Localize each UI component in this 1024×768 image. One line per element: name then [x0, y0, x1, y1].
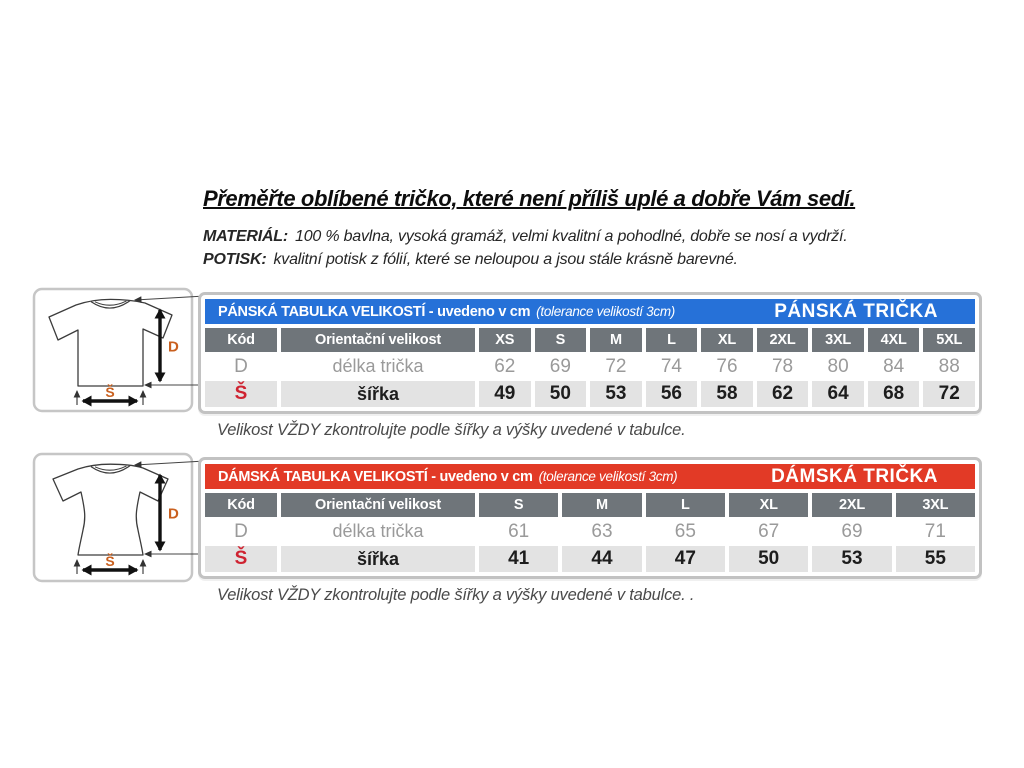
size-value: 55	[895, 546, 975, 572]
row-code: Š	[205, 381, 277, 407]
size-value: 68	[867, 381, 920, 407]
womens-table-right-title: DÁMSKÁ TRIČKA	[771, 465, 938, 487]
column-header-size: XS	[479, 328, 531, 352]
column-header-size: L	[645, 493, 725, 517]
size-value: 61	[479, 519, 559, 544]
column-header-size: M	[590, 328, 642, 352]
size-value: 78	[756, 354, 809, 379]
womens-size-table: DÁMSKÁ TABULKA VELIKOSTÍ - uvedeno v cm …	[198, 457, 982, 579]
size-value: 69	[534, 354, 587, 379]
size-value: 69	[812, 519, 892, 544]
column-header-size: 4XL	[867, 328, 920, 352]
column-header-size: 2XL	[812, 493, 892, 517]
page-title: Přeměřte oblíbené tričko, které není pří…	[203, 186, 856, 211]
row-code: Š	[205, 546, 277, 572]
size-value: 64	[812, 381, 864, 407]
material-line: MATERIÁL: 100 % bavlna, vysoká gramáž, ve…	[203, 228, 848, 246]
column-header-size: 5XL	[923, 328, 975, 352]
size-value: 84	[867, 354, 920, 379]
size-value: 41	[479, 546, 559, 572]
size-value: 72	[923, 381, 975, 407]
size-value: 50	[729, 546, 809, 572]
column-header-size-name: Orientační velikost	[281, 493, 475, 517]
mens-table-right-title: PÁNSKÁ TRIČKA	[774, 300, 938, 322]
womens-table-tolerance: (tolerance velikostí 3cm)	[538, 469, 678, 484]
row-measure-name: délka trička	[281, 354, 475, 379]
size-value: 67	[729, 519, 809, 544]
length-label: D	[168, 339, 179, 356]
column-header-size: 2XL	[756, 328, 809, 352]
size-value: 50	[534, 381, 587, 407]
size-value: 53	[812, 546, 892, 572]
row-measure-name: šířka	[281, 381, 475, 407]
row-measure-name: šířka	[281, 546, 475, 572]
material-label: MATERIÁL:	[203, 228, 288, 245]
size-value: 88	[923, 354, 975, 379]
size-value: 74	[645, 354, 698, 379]
mens-table-header-band: PÁNSKÁ TABULKA VELIKOSTÍ - uvedeno v cm …	[205, 299, 975, 324]
mens-note: Velikost VŽDY zkontrolujte podle šířky a…	[217, 421, 686, 439]
row-measure-name: délka trička	[281, 519, 475, 544]
print-label: POTISK:	[203, 251, 267, 268]
column-header-size: M	[562, 493, 642, 517]
size-value: 71	[895, 519, 975, 544]
womens-note: Velikost VŽDY zkontrolujte podle šířky a…	[217, 586, 695, 604]
size-value: 62	[479, 354, 531, 379]
column-header-size: XL	[729, 493, 809, 517]
womens-table-header-band: DÁMSKÁ TABULKA VELIKOSTÍ - uvedeno v cm …	[205, 464, 975, 489]
material-text: 100 % bavlna, vysoká gramáž, velmi kvali…	[295, 228, 848, 245]
size-value: 44	[562, 546, 642, 572]
size-value: 49	[479, 381, 531, 407]
mens-table-title: PÁNSKÁ TABULKA VELIKOSTÍ - uvedeno v cm	[218, 303, 531, 320]
mens-size-table: PÁNSKÁ TABULKA VELIKOSTÍ - uvedeno v cm …	[198, 292, 982, 414]
column-header-size: S	[479, 493, 559, 517]
row-code: D	[205, 519, 277, 544]
column-header-code: Kód	[205, 328, 277, 352]
size-value: 76	[701, 354, 753, 379]
column-header-size: 3XL	[895, 493, 975, 517]
column-header-size-name: Orientační velikost	[281, 328, 475, 352]
size-value: 47	[645, 546, 725, 572]
mens-tshirt-illustration-icon: DŠ	[32, 287, 206, 413]
size-value: 53	[590, 381, 642, 407]
width-label: Š	[105, 552, 114, 569]
column-header-size: 3XL	[812, 328, 864, 352]
mens-size-grid: Kód Orientační velikost XS S M L XL 2XL 3XL 4XL 5X…	[205, 328, 975, 407]
print-text: kvalitní potisk z fólií, které se neloup…	[273, 251, 738, 268]
size-value: 65	[645, 519, 725, 544]
size-value: 62	[756, 381, 809, 407]
column-header-size: S	[534, 328, 587, 352]
size-value: 58	[701, 381, 753, 407]
womens-table-title: DÁMSKÁ TABULKA VELIKOSTÍ - uvedeno v cm	[218, 468, 533, 485]
size-value: 63	[562, 519, 642, 544]
row-code: D	[205, 354, 277, 379]
column-header-code: Kód	[205, 493, 277, 517]
mens-table-tolerance: (tolerance velikostí 3cm)	[536, 304, 675, 319]
size-value: 80	[812, 354, 864, 379]
column-header-size: XL	[701, 328, 753, 352]
print-line: POTISK: kvalitní potisk z fólií, které se…	[203, 251, 738, 269]
size-value: 56	[645, 381, 698, 407]
size-value: 72	[590, 354, 642, 379]
womens-tshirt-illustration-icon: DŠ	[32, 452, 206, 583]
length-label: D	[168, 506, 179, 523]
column-header-size: L	[645, 328, 698, 352]
width-label: Š	[105, 383, 114, 400]
